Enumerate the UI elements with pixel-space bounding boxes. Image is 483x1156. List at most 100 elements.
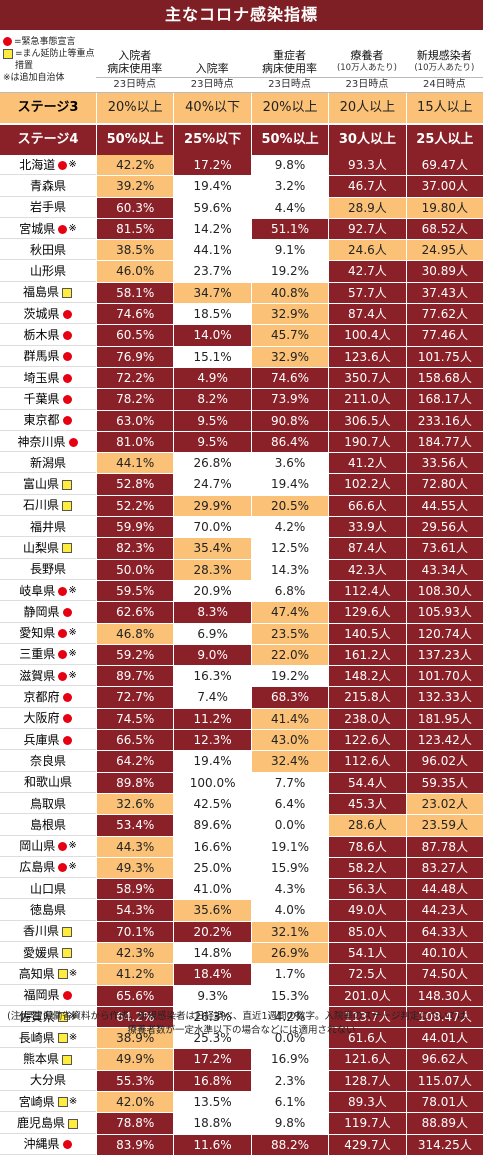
priority-square-icon <box>57 1097 68 1108</box>
column-label: 重症者 <box>273 49 307 62</box>
table-cell: 112.6人 <box>328 751 406 772</box>
table-cell: 42.2% <box>96 155 174 176</box>
table-cell: 42.0% <box>96 1092 174 1113</box>
column-label: 新規感染者 <box>416 49 472 62</box>
table-cell: 81.0% <box>96 431 174 453</box>
table-cell: 26.9% <box>250 942 329 964</box>
table-cell: 6.9% <box>173 623 251 644</box>
prefecture-name: 佐賀県 ※ <box>0 1006 96 1028</box>
table-cell: 121.6人 <box>328 1049 406 1070</box>
table-row: 北海道 ※ 42.2% 17.2% 9.8% 93.3人 69.47人 <box>0 155 483 177</box>
table-cell: 73.61人 <box>405 538 483 559</box>
prefecture-label: 青森県 <box>29 178 66 193</box>
table-cell: 24.7% <box>173 474 251 495</box>
table-cell: 38.5% <box>96 240 174 261</box>
table-cell: 64.2% <box>96 751 174 772</box>
table-row: 岐阜県 ※ 59.5% 20.9% 6.8% 112.4人 108.30人 <box>0 580 483 603</box>
table-cell: 63.0% <box>96 410 174 431</box>
table-cell: 76.9% <box>96 346 174 367</box>
table-row: 静岡県 62.6% 8.3% 47.4% 129.6人 105.93人 <box>0 602 483 624</box>
table-cell: 2.3% <box>250 1070 329 1092</box>
prefecture-name: 宮城県 ※ <box>0 218 96 240</box>
table-cell: 12.3% <box>173 730 251 751</box>
table-cell: 11.6% <box>173 1134 251 1155</box>
emergency-dot-icon <box>58 629 68 639</box>
emergency-dot-icon <box>62 714 72 724</box>
added-mark-icon: ※ <box>68 669 77 681</box>
table-cell: 18.8% <box>173 1113 251 1134</box>
table-cell: 7.7% <box>250 772 329 793</box>
table-cell: 32.9% <box>250 304 329 325</box>
table-cell: 9.5% <box>173 410 251 431</box>
table-cell: 4.9% <box>173 367 251 389</box>
table-cell: 44.1% <box>173 240 251 261</box>
table-cell: 69.47人 <box>405 155 483 176</box>
table-cell: 54.4人 <box>328 772 406 793</box>
table-cell: 74.6% <box>250 367 329 389</box>
table-cell: 42.7人 <box>328 261 406 282</box>
prefecture-label: 京都府 <box>23 690 60 705</box>
table-cell: 19.4% <box>173 751 251 772</box>
page-title: 主なコロナ感染指標 <box>0 0 483 30</box>
prefecture-label: 石川県 <box>22 498 59 513</box>
table-cell: 23.7% <box>173 261 251 282</box>
table-row: 茨城県 74.6% 18.5% 32.9% 87.4人 77.62人 <box>0 304 483 326</box>
table-cell: 16.8% <box>173 1070 251 1092</box>
table-cell: 70.1% <box>96 921 174 942</box>
table-cell: 77.62人 <box>405 304 483 325</box>
emergency-dot-icon <box>58 160 68 170</box>
prefecture-label: 埼玉県 <box>23 370 60 385</box>
prefecture-label: 香川県 <box>22 924 59 939</box>
table-cell: 0.0% <box>250 815 329 836</box>
column-label: 入院者 <box>118 49 152 62</box>
table-cell: 19.4% <box>173 176 251 197</box>
prefecture-label: 山梨県 <box>22 541 59 555</box>
table-row: 埼玉県 72.2% 4.9% 74.6% 350.7人 158.68人 <box>0 367 483 390</box>
footnote: (注)厚生労働省資料から作成。新規感染者は日経調べ、直近1週間の数字。入院率のス… <box>7 1011 476 1036</box>
table-cell: 9.1% <box>250 240 329 261</box>
table-cell: 49.9% <box>96 1049 174 1070</box>
table-row: 大阪府 74.5% 11.2% 41.4% 238.0人 181.95人 <box>0 708 483 731</box>
prefecture-name: 岩手県 <box>0 197 96 218</box>
table-row: 山形県 46.0% 23.7% 19.2% 42.7人 30.89人 <box>0 261 483 283</box>
column-sub: (10万人あたり) <box>414 63 475 73</box>
table-cell: 100.4人 <box>328 325 406 346</box>
prefecture-name: 大阪府 <box>0 708 96 730</box>
table-cell: 87.4人 <box>328 304 406 325</box>
table-cell: 19.4% <box>250 474 329 495</box>
table-cell: 64.2% <box>96 1006 174 1028</box>
table-row: 宮崎県 ※ 42.0% 13.5% 6.1% 89.3人 78.01人 <box>0 1092 483 1114</box>
stage3-value: 20%以上 <box>250 93 328 123</box>
column-sub: (10万人あたり) <box>336 63 397 73</box>
table-cell: 17.2% <box>173 155 251 176</box>
emergency-dot-icon <box>58 863 68 873</box>
emergency-dot-icon <box>58 842 68 852</box>
prefecture-name: 高知県 ※ <box>0 964 96 985</box>
table-cell: 105.93人 <box>405 602 483 623</box>
prefecture-label: 新潟県 <box>29 455 66 470</box>
emergency-dot-icon <box>62 1140 72 1150</box>
prefecture-name: 群馬県 <box>0 346 96 367</box>
prefecture-name: 栃木県 <box>0 325 96 346</box>
prefecture-label: 栃木県 <box>23 328 60 343</box>
table-row: 神奈川県 81.0% 9.5% 86.4% 190.7人 184.77人 <box>0 431 483 454</box>
stage4-value: 50%以上 <box>250 125 328 155</box>
table-cell: 73.9% <box>250 389 329 410</box>
prefecture-label: 岩手県 <box>29 200 66 215</box>
prefecture-label: 長野県 <box>29 562 66 577</box>
table-cell: 128.7人 <box>328 1070 406 1092</box>
table-cell: 50.0% <box>96 559 174 580</box>
column-label: 病床使用率 <box>262 62 318 75</box>
column-label: 病床使用率 <box>107 62 163 75</box>
table-cell: 40.10人 <box>405 942 483 964</box>
table-cell: 108.47人 <box>405 1006 483 1028</box>
table-cell: 74.50人 <box>405 964 483 985</box>
prefecture-name: 宮崎県 ※ <box>0 1092 96 1113</box>
prefecture-label: 高知県 <box>18 966 55 981</box>
table-cell: 4.4% <box>250 197 329 218</box>
table-cell: 102.2人 <box>328 474 406 495</box>
table-cell: 14.3% <box>250 559 329 580</box>
prefecture-label: 大分県 <box>29 1073 66 1088</box>
prefecture-name: 山形県 <box>0 261 96 282</box>
table-cell: 43.34人 <box>405 559 483 580</box>
